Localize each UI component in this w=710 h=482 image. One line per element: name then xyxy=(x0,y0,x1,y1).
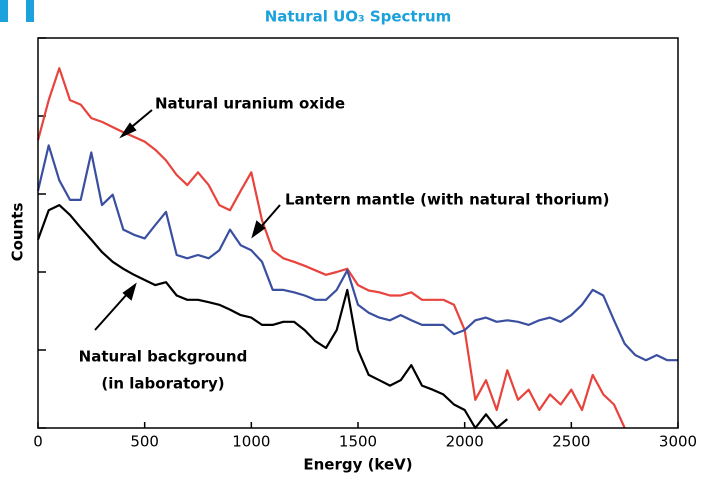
decoration xyxy=(0,0,8,22)
x-tick-label: 3000 xyxy=(659,433,697,451)
series-line xyxy=(36,144,678,362)
x-tick-label: 0 xyxy=(33,433,43,451)
arrow xyxy=(259,204,281,229)
x-axis-label: Energy (keV) xyxy=(303,456,412,474)
arrowhead xyxy=(119,122,137,139)
chart-title: Natural UO₃ Spectrum xyxy=(265,8,452,26)
decoration xyxy=(26,0,34,22)
annotation: Natural background xyxy=(79,348,248,366)
x-tick-label: 500 xyxy=(130,433,159,451)
series-line xyxy=(36,204,509,430)
arrowhead xyxy=(251,220,266,239)
annotations xyxy=(94,109,281,331)
x-tick-label: 2000 xyxy=(446,433,484,451)
x-tick-label: 2500 xyxy=(552,433,590,451)
arrow xyxy=(94,292,129,331)
arrowhead xyxy=(122,282,137,301)
annotation: (in laboratory) xyxy=(101,375,224,393)
x-tick-label: 1500 xyxy=(339,433,377,451)
plot-area: 0 500 1000 1500 2000 2500 3000 xyxy=(33,37,697,451)
series-line xyxy=(36,67,626,429)
y-axis-label: Counts xyxy=(9,203,27,262)
annotation: Lantern mantle (with natural thorium) xyxy=(285,191,609,209)
plot-frame xyxy=(37,37,679,429)
annotation: Natural uranium oxide xyxy=(155,95,345,113)
x-tick-label: 1000 xyxy=(232,433,270,451)
